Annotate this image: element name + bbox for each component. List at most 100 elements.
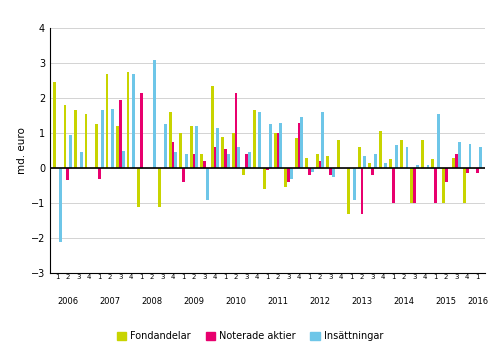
Bar <box>444 168 448 182</box>
Bar <box>101 110 103 168</box>
Bar <box>84 114 87 168</box>
Bar <box>348 168 350 214</box>
Bar <box>182 168 185 182</box>
Bar <box>224 149 227 168</box>
Bar <box>206 168 208 200</box>
Text: 2015: 2015 <box>436 298 456 307</box>
Bar <box>221 136 224 168</box>
Bar <box>360 168 364 214</box>
Bar <box>190 126 192 168</box>
Bar <box>395 145 398 168</box>
Bar <box>432 159 434 168</box>
Bar <box>232 133 234 168</box>
Bar <box>353 168 356 200</box>
Bar <box>242 168 245 175</box>
Bar <box>196 126 198 168</box>
Bar <box>70 135 72 168</box>
Bar <box>374 154 377 168</box>
Bar <box>227 154 230 168</box>
Bar <box>290 168 293 178</box>
Bar <box>332 168 335 177</box>
Bar <box>263 168 266 189</box>
Bar <box>437 114 440 168</box>
Bar <box>306 158 308 168</box>
Bar <box>434 168 437 203</box>
Bar <box>371 168 374 175</box>
Bar <box>179 133 182 168</box>
Bar <box>210 86 214 168</box>
Bar <box>311 168 314 172</box>
Bar <box>384 163 388 168</box>
Bar <box>59 168 62 242</box>
Bar <box>185 154 188 168</box>
Bar <box>192 154 196 168</box>
Bar <box>458 142 461 168</box>
Bar <box>74 110 77 168</box>
Bar <box>316 154 318 168</box>
Bar <box>252 110 256 168</box>
Bar <box>200 154 203 168</box>
Bar <box>64 105 66 168</box>
Bar <box>106 74 108 168</box>
Bar <box>126 72 130 168</box>
Text: 2013: 2013 <box>352 298 372 307</box>
Text: 2011: 2011 <box>268 298 288 307</box>
Bar <box>364 156 366 168</box>
Bar <box>234 93 238 168</box>
Bar <box>326 156 329 168</box>
Bar <box>258 112 261 168</box>
Bar <box>442 168 444 203</box>
Bar <box>284 168 287 187</box>
Text: 2007: 2007 <box>100 298 120 307</box>
Bar <box>329 168 332 175</box>
Bar <box>269 124 272 168</box>
Bar <box>276 133 280 168</box>
Bar <box>164 124 166 168</box>
Bar <box>274 133 276 168</box>
Bar <box>248 152 250 168</box>
Bar <box>468 144 471 168</box>
Text: 2010: 2010 <box>226 298 246 307</box>
Text: 2016: 2016 <box>467 298 488 307</box>
Bar <box>216 128 219 168</box>
Bar <box>300 117 304 168</box>
Bar <box>140 93 143 168</box>
Bar <box>295 138 298 168</box>
Bar <box>116 126 119 168</box>
Bar <box>168 112 172 168</box>
Bar <box>203 161 206 168</box>
Bar <box>53 82 56 168</box>
Bar <box>287 168 290 182</box>
Bar <box>392 168 395 203</box>
Text: 2014: 2014 <box>394 298 414 307</box>
Text: 2009: 2009 <box>184 298 204 307</box>
Bar <box>238 147 240 168</box>
Bar <box>379 131 382 168</box>
Y-axis label: md. euro: md. euro <box>16 127 26 174</box>
Bar <box>390 159 392 168</box>
Bar <box>112 108 114 168</box>
Bar <box>298 122 300 168</box>
Text: 2008: 2008 <box>142 298 163 307</box>
Bar <box>132 74 135 168</box>
Bar <box>280 122 282 168</box>
Bar <box>154 60 156 168</box>
Bar <box>95 124 98 168</box>
Bar <box>308 168 311 175</box>
Bar <box>368 163 371 168</box>
Bar <box>318 161 322 168</box>
Bar <box>406 147 408 168</box>
Bar <box>479 147 482 168</box>
Bar <box>158 168 161 206</box>
Bar <box>174 152 177 168</box>
Bar <box>266 168 269 170</box>
Text: 2012: 2012 <box>310 298 330 307</box>
Legend: Fondandelar, Noterade aktier, Insättningar: Fondandelar, Noterade aktier, Insättning… <box>113 327 387 345</box>
Bar <box>463 168 466 203</box>
Bar <box>455 154 458 168</box>
Bar <box>410 168 413 203</box>
Text: 2006: 2006 <box>58 298 78 307</box>
Bar <box>476 168 479 173</box>
Bar <box>98 168 101 178</box>
Bar <box>66 168 70 180</box>
